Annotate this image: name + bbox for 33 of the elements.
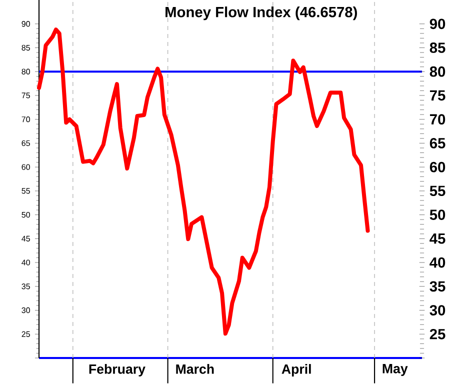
y2-tick-label: 55 (430, 186, 446, 196)
y-tick-label: 60 (22, 164, 30, 170)
y-tick-label: 85 (22, 44, 30, 51)
y-tick-label: 55 (22, 188, 30, 194)
chart-title: Money Flow Index (46.6578) (166, 6, 357, 20)
x-tick-label: March (176, 364, 214, 374)
y-tick-label: 30 (22, 307, 30, 314)
y2-tick-label: 90 (430, 18, 446, 30)
y2-tick-label: 85 (430, 42, 446, 53)
x-tick-label: May (382, 364, 408, 376)
y-tick-label: 45 (22, 236, 30, 242)
y-tick-label: 40 (22, 260, 30, 266)
x-tick-label: April (282, 364, 311, 376)
y-tick-label: 70 (22, 116, 30, 122)
y2-tick-label: 30 (430, 305, 446, 316)
y2-tick-label: 35 (430, 281, 446, 292)
y2-tick-label: 70 (430, 114, 446, 125)
y-tick-label: 25 (22, 331, 30, 337)
y-tick-label: 75 (22, 92, 30, 98)
y2-tick-label: 45 (430, 234, 446, 244)
y-tick-label: 90 (22, 21, 30, 27)
y2-tick-label: 40 (430, 257, 446, 268)
y2-tick-label: 80 (430, 66, 446, 77)
y2-tick-label: 50 (430, 210, 446, 220)
y2-tick-label: 65 (430, 138, 446, 148)
y2-tick-label: 25 (430, 328, 446, 340)
y-tick-label: 35 (22, 284, 30, 290)
y2-tick-label: 75 (430, 90, 446, 101)
y-tick-label: 65 (22, 140, 30, 146)
y-tick-label: 50 (22, 212, 30, 218)
x-tick-label: February (89, 364, 146, 376)
y-tick-label: 80 (22, 68, 30, 74)
y2-tick-label: 60 (430, 162, 446, 172)
